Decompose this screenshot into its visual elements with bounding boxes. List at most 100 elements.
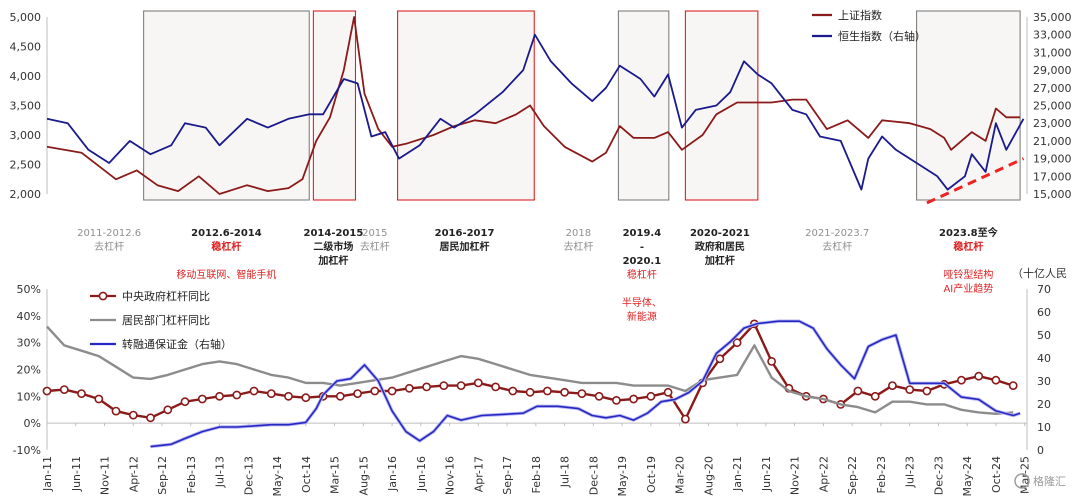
bottom-series-marker xyxy=(732,338,742,348)
bottom-right-tick-label: 20 xyxy=(1037,398,1051,411)
top-chart-index-lines: 2,000 2,500 3,000 3,500 4,000 4,500 5,000 15,00… xyxy=(10,8,1072,205)
top-left-tick-label: 4,500 xyxy=(10,41,42,54)
bottom-legend-label-1: 中央政府杠杆同比 xyxy=(122,289,210,303)
bottom-series-marker xyxy=(232,390,242,400)
bottom-series-marker xyxy=(560,387,569,397)
bottom-series-line-3 xyxy=(150,320,1021,448)
bottom-series-marker xyxy=(128,410,138,420)
top-legend-label-2: 恒生指数（右轴） xyxy=(838,29,926,43)
bottom-series-marker xyxy=(77,389,86,398)
period-label-line: 2020-2021 xyxy=(690,228,750,239)
period-label-line: 2011-2012.6 xyxy=(77,228,141,239)
x-tick-label: Oct-14 xyxy=(300,456,313,493)
bottom-series-marker xyxy=(111,406,121,416)
top-right-tick-label: 19,000 xyxy=(1033,153,1072,166)
bottom-left-tick-label: 0% xyxy=(24,417,41,430)
top-right-tick-label: 23,000 xyxy=(1033,117,1072,130)
x-tick-label: Jun-11 xyxy=(70,456,83,492)
period-label-line: 2019.4 xyxy=(623,228,662,239)
bottom-left-tick-label: -10% xyxy=(13,444,41,457)
top-left-tick-label: 3,500 xyxy=(10,100,42,113)
period-label-line: 去杠杆 xyxy=(94,240,124,253)
bottom-series-marker xyxy=(473,378,483,388)
period-label-line: 2015 xyxy=(362,228,387,239)
bottom-left-tick-label: 30% xyxy=(17,337,41,350)
x-tick-label: Dec-13 xyxy=(242,456,255,495)
bottom-series-marker xyxy=(404,383,414,393)
bottom-right-tick-label: 30 xyxy=(1037,375,1051,388)
trend-line-dashed xyxy=(926,157,1025,205)
x-tick-label: Jun-21 xyxy=(760,456,773,492)
x-tick-label: Feb-13 xyxy=(185,456,198,493)
period-box-6 xyxy=(916,10,1021,201)
bottom-series-marker xyxy=(663,387,673,397)
period-label-line: 居民加杠杆 xyxy=(440,240,490,253)
period-label-line: 去杠杆 xyxy=(563,240,593,253)
bottom-series-marker xyxy=(491,382,500,392)
bottom-series-marker xyxy=(681,414,690,424)
top-left-tick-label: 2,500 xyxy=(10,159,42,172)
bottom-legend-label-3: 转融通保证金（右轴） xyxy=(122,337,232,351)
top-legend-label-1: 上证指数 xyxy=(838,8,882,22)
bottom-series-marker xyxy=(266,389,276,398)
x-tick-label: Nov-21 xyxy=(789,456,802,495)
bottom-series-marker xyxy=(870,391,880,401)
bottom-series-marker xyxy=(974,371,984,381)
bottom-legend-marker-1 xyxy=(98,291,108,301)
x-tick-label: Feb-23 xyxy=(875,456,888,493)
x-tick-label: Jan-11 xyxy=(41,456,54,492)
gelonghui-logo-icon xyxy=(1014,473,1030,489)
bottom-right-tick-label: 0 xyxy=(1037,444,1044,457)
bottom-right-tick-label: 50 xyxy=(1037,329,1051,342)
top-left-tick-label: 5,000 xyxy=(10,11,42,24)
top-left-tick-label: 3,000 xyxy=(10,129,42,142)
top-right-tick-label: 27,000 xyxy=(1033,82,1072,95)
period-label-line: 2020.1 xyxy=(623,256,662,267)
bottom-series-marker xyxy=(594,391,604,401)
bottom-left-tick-label: 50% xyxy=(17,283,41,296)
bottom-series-marker xyxy=(543,386,552,396)
watermark: 格隆汇 xyxy=(1014,473,1066,489)
x-tick-label: Sep-12 xyxy=(156,456,169,495)
period-label-line: 加杠杆 xyxy=(704,254,735,267)
bottom-right-tick-label: 10 xyxy=(1037,421,1051,434)
bottom-series-marker xyxy=(215,391,224,401)
period-labels: 2011-2012.6去杠杆2012.6-2014稳杠杆移动互联网、智能手机20… xyxy=(77,226,999,323)
x-tick-label: May-14 xyxy=(271,456,284,497)
x-tick-label: Oct-24 xyxy=(990,456,1003,493)
x-tick-label: Sep-17 xyxy=(501,456,514,495)
bottom-series-marker xyxy=(957,375,966,385)
x-tick-label: Jul-23 xyxy=(904,456,917,488)
top-right-tick-label: 15,000 xyxy=(1033,188,1072,201)
top-right-tick-label: 21,000 xyxy=(1033,135,1072,148)
bottom-series-marker xyxy=(1008,381,1018,390)
x-tick-label: Nov-11 xyxy=(99,456,112,495)
bottom-series-marker xyxy=(370,386,380,396)
x-tick-label: Aug-20 xyxy=(702,456,715,495)
bottom-series-marker xyxy=(991,375,1001,385)
bottom-right-tick-label: 40 xyxy=(1037,352,1051,365)
bottom-series-marker xyxy=(456,381,466,390)
bottom-left-tick-label: 10% xyxy=(17,390,41,403)
period-label-line: 半导体、 xyxy=(622,296,662,309)
x-tick-label: Nov-16 xyxy=(444,456,457,495)
period-label-line: 移动互联网、智能手机 xyxy=(176,268,276,281)
period-label-line: 新能源 xyxy=(627,310,657,323)
period-label-line: 2018 xyxy=(566,228,591,239)
bottom-right-axis-unit: （十亿人民 xyxy=(1012,266,1067,280)
bottom-series-marker xyxy=(284,391,293,401)
period-label-line: 二级市场 xyxy=(313,240,353,253)
period-label-line: - xyxy=(640,242,644,253)
period-label-line: 稳杠杆 xyxy=(953,240,983,253)
bottom-series-marker xyxy=(353,389,362,398)
bottom-series-marker xyxy=(508,386,518,396)
bottom-series-marker xyxy=(42,386,52,396)
bottom-series-marker xyxy=(163,405,173,415)
